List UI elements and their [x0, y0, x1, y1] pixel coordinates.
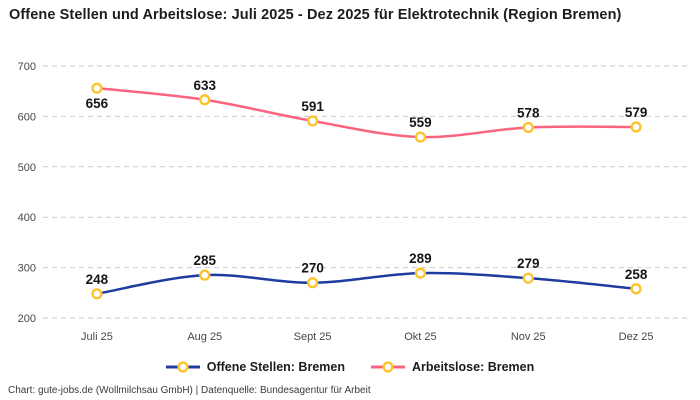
data-point-label: 285 — [193, 253, 216, 268]
data-point-label: 559 — [409, 115, 432, 130]
data-point-label: 633 — [193, 78, 216, 93]
data-point-marker — [414, 267, 427, 279]
y-axis-tick-label: 500 — [18, 162, 36, 174]
data-point-label: 270 — [301, 261, 324, 276]
legend-line-icon — [165, 361, 200, 373]
x-axis-tick-label: Okt 25 — [404, 331, 436, 343]
legend-label: Arbeitslose: Bremen — [411, 360, 535, 374]
data-point-label: 289 — [409, 251, 432, 266]
x-axis-tick-label: Nov 25 — [511, 331, 546, 343]
series-line — [95, 86, 638, 139]
data-point-label: 579 — [625, 105, 648, 120]
data-point-marker — [91, 82, 103, 94]
y-axis-tick-label: 200 — [18, 313, 36, 325]
data-point-marker — [199, 94, 211, 106]
x-axis-tick-label: Dez 25 — [619, 331, 654, 343]
data-point-marker — [199, 269, 211, 281]
data-point-marker — [630, 283, 642, 295]
data-point-marker — [91, 288, 103, 300]
chart-credit: Chart: gute-jobs.de (Wollmilchsau GmbH) … — [8, 385, 371, 396]
data-point-label: 656 — [86, 96, 109, 111]
legend-item-offene-stellen[interactable]: Offene Stellen: Bremen — [165, 360, 345, 374]
data-point-marker — [414, 131, 427, 143]
data-point-marker — [522, 272, 534, 284]
legend-line-icon — [370, 361, 405, 373]
data-point-marker — [306, 115, 319, 127]
x-axis-tick-label: Aug 25 — [187, 331, 222, 343]
legend-label: Offene Stellen: Bremen — [206, 360, 345, 374]
data-point-marker — [306, 277, 319, 289]
data-point-label: 258 — [625, 267, 648, 282]
series-line — [95, 271, 638, 296]
x-axis-tick-label: Juli 25 — [81, 331, 113, 343]
chart-title: Offene Stellen und Arbeitslose: Juli 202… — [9, 7, 622, 23]
data-point-label: 279 — [517, 256, 540, 271]
x-axis-tick-label: Sept 25 — [294, 331, 332, 343]
y-axis-tick-label: 700 — [18, 61, 36, 73]
y-axis-tick-label: 600 — [18, 111, 36, 123]
data-point-label: 578 — [517, 105, 540, 120]
legend: Offene Stellen: Bremen Arbeitslose: Brem… — [0, 360, 700, 374]
y-axis-tick-label: 400 — [18, 212, 36, 224]
legend-item-arbeitslose[interactable]: Arbeitslose: Bremen — [370, 360, 535, 374]
data-point-marker — [630, 121, 642, 133]
data-point-marker — [522, 121, 534, 134]
data-point-label: 248 — [86, 272, 109, 287]
data-point-label: 591 — [301, 99, 324, 114]
y-axis-tick-label: 300 — [18, 263, 36, 275]
